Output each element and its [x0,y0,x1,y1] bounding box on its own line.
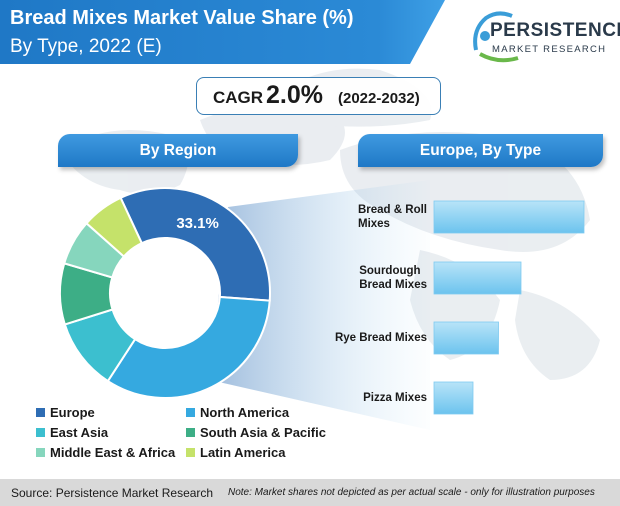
bar-category-label-line: Sourdough [359,265,421,277]
bar-category-label-line: Mixes [357,218,390,230]
bar-category-label-line: Rye Bread Mixes [334,332,427,344]
legend-label: Latin America [200,445,286,460]
legend-label: South Asia & Pacific [200,425,326,440]
cagr-box [196,77,441,115]
legend-swatch [186,448,195,457]
chart-title: Bread Mixes Market Value Share (%) [10,7,354,29]
legend-item: East Asia [36,425,108,440]
bar-sourdough-bread-mixes [433,261,522,295]
region-donut-chart: 33.1% [59,187,271,399]
legend-item: North America [186,405,289,420]
footer-bar [0,479,620,506]
bar-rye-bread-mixes [433,321,499,355]
legend-item: South Asia & Pacific [186,425,326,440]
donut-data-label: 33.1% [176,215,219,232]
bar-category-label: Bread & Roll Mixes [358,203,427,231]
title-banner [0,0,445,64]
chart-subtitle: By Type, 2022 (E) [10,36,162,57]
legend-swatch [186,408,195,417]
bar-category-label: Rye Bread Mixes [335,331,427,345]
logo-wordmark: PERSISTENCE [490,20,620,41]
cagr-label: CAGR [213,88,264,107]
logo-tagline: MARKET RESEARCH [492,44,607,55]
cagr-period: (2022-2032) [338,90,420,107]
legend-swatch [36,408,45,417]
europe-type-bar-chart [433,200,585,415]
donut-slice-europe [119,187,271,302]
footer-note: Note: Market shares not depicted as per … [228,487,595,498]
region-section-header: By Region [58,134,298,167]
bar-category-label-line: Bread Mixes [359,279,427,291]
donut-slice-latin-america [85,196,144,258]
legend-label: East Asia [50,425,109,440]
footer-source: Source: Persistence Market Research [11,486,214,500]
bar-category-label: Sourdough Bread Mixes [359,264,427,292]
europe-section-header: Europe, By Type [358,134,603,167]
legend-item: Europe [36,405,95,420]
donut-slice-north-america [106,295,271,399]
bar-category-label: Pizza Mixes [363,391,427,405]
legend-swatch [186,428,195,437]
legend-label: Middle East & Africa [50,445,176,460]
persistence-logo-icon [473,11,519,63]
bar-pizza-mixes [433,381,474,415]
cagr-value: 2.0% [266,81,323,109]
bar-category-label-line: Bread & Roll [357,204,427,216]
europe-projection-wedge [210,180,430,430]
bar-category-label-line: Pizza Mixes [363,392,427,404]
legend-swatch [36,428,45,437]
bar-bread-roll-mixes [433,200,585,234]
legend-item: Latin America [186,445,286,460]
legend-item: Middle East & Africa [36,445,175,460]
legend-swatch [36,448,45,457]
legend-label: North America [200,405,290,420]
legend-label: Europe [50,405,95,420]
